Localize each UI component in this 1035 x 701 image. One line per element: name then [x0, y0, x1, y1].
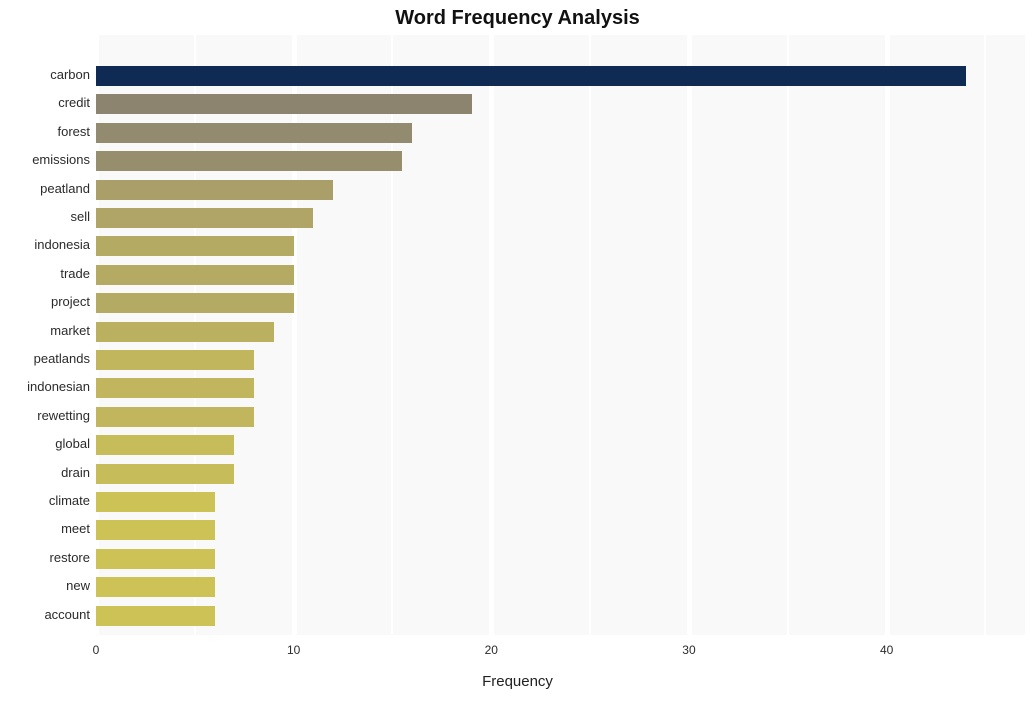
x-tick-label: 0 — [93, 643, 100, 657]
x-tick-label: 30 — [682, 643, 695, 657]
bar — [96, 492, 215, 512]
bar — [96, 151, 402, 171]
bar — [96, 265, 294, 285]
y-tick-label: indonesia — [34, 237, 90, 252]
x-tick-label: 10 — [287, 643, 300, 657]
bar — [96, 293, 294, 313]
y-tick-label: trade — [60, 266, 90, 281]
y-tick-label: rewetting — [37, 408, 90, 423]
y-tick-label: emissions — [32, 152, 90, 167]
bar — [96, 435, 234, 455]
x-axis-title: Frequency — [0, 673, 1035, 690]
gridline-major — [687, 35, 692, 635]
gridline-minor — [589, 35, 591, 635]
y-tick-label: account — [44, 607, 90, 622]
bar — [96, 208, 313, 228]
y-tick-label: peatlands — [34, 351, 90, 366]
y-tick-label: carbon — [50, 67, 90, 82]
y-tick-label: global — [55, 436, 90, 451]
chart-title: Word Frequency Analysis — [0, 7, 1035, 30]
bar — [96, 94, 472, 114]
gridline-major — [885, 35, 890, 635]
y-tick-label: forest — [57, 124, 90, 139]
y-tick-label: project — [51, 294, 90, 309]
x-tick-label: 40 — [880, 643, 893, 657]
y-tick-label: sell — [70, 209, 90, 224]
chart-container: Word Frequency Analysis Frequency 0 10 20 3… — [0, 0, 1035, 701]
bar — [96, 577, 215, 597]
plot-area — [96, 35, 1025, 635]
gridline-major — [489, 35, 494, 635]
y-tick-label: restore — [50, 550, 90, 565]
y-tick-label: meet — [61, 521, 90, 536]
bar — [96, 464, 234, 484]
bar — [96, 549, 215, 569]
bar — [96, 66, 966, 86]
y-tick-label: new — [66, 578, 90, 593]
bar — [96, 350, 254, 370]
bar — [96, 520, 215, 540]
y-tick-label: indonesian — [27, 379, 90, 394]
bar — [96, 236, 294, 256]
bar — [96, 322, 274, 342]
bar — [96, 123, 412, 143]
bar — [96, 606, 215, 626]
y-tick-label: peatland — [40, 181, 90, 196]
bar — [96, 180, 333, 200]
y-tick-label: market — [50, 323, 90, 338]
bar — [96, 407, 254, 427]
bar — [96, 378, 254, 398]
y-tick-label: climate — [49, 493, 90, 508]
gridline-minor — [787, 35, 789, 635]
gridline-minor — [984, 35, 986, 635]
y-tick-label: credit — [58, 95, 90, 110]
x-tick-label: 20 — [485, 643, 498, 657]
y-tick-label: drain — [61, 465, 90, 480]
